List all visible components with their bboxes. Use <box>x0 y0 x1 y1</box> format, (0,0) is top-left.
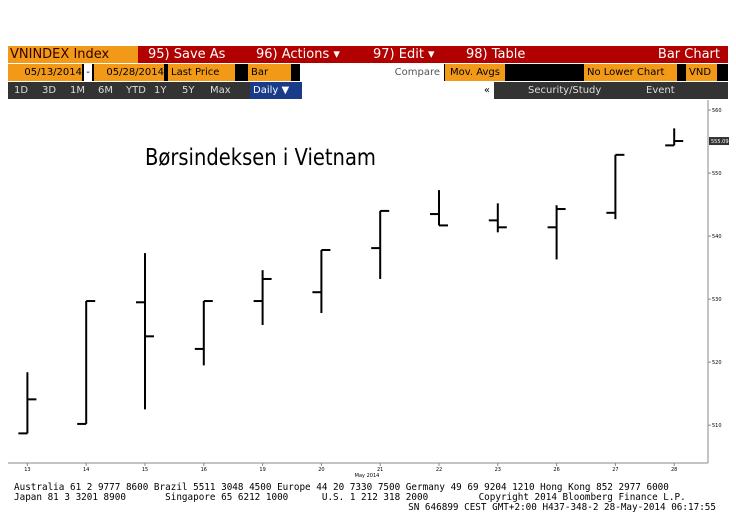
save-as[interactable]: 95) Save As <box>148 47 226 62</box>
x-tick-label: 21 <box>377 467 383 473</box>
y-tick-label: 520 <box>712 360 722 366</box>
y-tick-label: 510 <box>712 423 722 429</box>
period-button[interactable]: 5Y <box>182 85 195 96</box>
y-tick-label: 550 <box>712 171 722 177</box>
toolbar-row2: 05/13/2014 - 05/28/2014 Last Price Bar C… <box>8 64 728 81</box>
moving-averages[interactable]: Mov. Avgs <box>445 64 505 81</box>
y-tick-label: 540 <box>712 234 722 240</box>
x-tick-label: 14 <box>83 467 89 473</box>
period-button[interactable]: 1D <box>14 85 29 96</box>
x-tick-label: 23 <box>495 467 501 473</box>
x-tick-label: 26 <box>553 467 559 473</box>
collapse[interactable]: « <box>302 82 494 99</box>
x-tick-label: 28 <box>671 467 677 473</box>
event[interactable]: Event <box>646 85 675 96</box>
chart-type-title: Bar Chart <box>657 47 720 62</box>
actions[interactable]: 96) Actions ▾ <box>256 47 340 62</box>
period-button[interactable]: YTD <box>126 85 146 96</box>
start-date[interactable]: 05/13/2014 <box>8 64 82 81</box>
compare[interactable]: Compare <box>300 64 444 81</box>
x-tick-label: 16 <box>201 467 207 473</box>
x-tick-label: 20 <box>318 467 324 473</box>
x-axis-label: May 2014 <box>355 473 380 479</box>
frequency[interactable]: Daily ▼ <box>250 82 303 99</box>
x-tick-label: 22 <box>436 467 442 473</box>
x-tick-label: 27 <box>612 467 618 473</box>
currency[interactable]: VND <box>686 64 717 81</box>
x-tick-label: 19 <box>259 467 265 473</box>
edit[interactable]: 97) Edit ▾ <box>373 47 435 62</box>
security-study[interactable]: Security/Study <box>528 85 602 96</box>
annotation: Børsindeksen i Vietnam <box>145 145 376 172</box>
lower-chart[interactable]: No Lower Chart <box>584 64 677 81</box>
table[interactable]: 98) Table <box>466 47 526 62</box>
period-button[interactable]: 1Y <box>154 85 167 96</box>
period-button[interactable]: 6M <box>98 85 113 96</box>
footer-line: SN 646899 CEST GMT+2:00 H437-348-2 28-Ma… <box>408 502 716 513</box>
x-tick-label: 15 <box>142 467 148 473</box>
footer-line: Australia 61 2 9777 8600 Brazil 5511 304… <box>14 482 669 493</box>
last-price-tag <box>709 137 729 146</box>
plot-area <box>8 100 708 463</box>
price-field[interactable]: Last Price <box>168 64 235 81</box>
period-button[interactable]: 1M <box>70 85 85 96</box>
period-button[interactable]: Max <box>210 85 231 96</box>
period-button[interactable]: 3D <box>42 85 57 96</box>
toolbar-row1: VNINDEX Index 95) Save As 96) Actions ▾ … <box>8 46 728 63</box>
footer-line: Japan 81 3 3201 8900 Singapore 65 6212 1… <box>14 492 686 503</box>
y-tick-label: 560 <box>712 108 722 114</box>
date-separator: - <box>84 64 92 81</box>
last-price-label: 555.09 <box>711 139 729 145</box>
end-date[interactable]: 05/28/2014 <box>94 64 164 81</box>
x-tick-label: 13 <box>24 467 30 473</box>
y-tick-label: 530 <box>712 297 722 303</box>
bar-style[interactable]: Bar <box>248 64 291 81</box>
security-field[interactable]: VNINDEX Index <box>8 46 138 63</box>
toolbar-row3: Daily ▼ « Security/Study Event 1D 3D 1M 6M Y… <box>8 82 728 99</box>
